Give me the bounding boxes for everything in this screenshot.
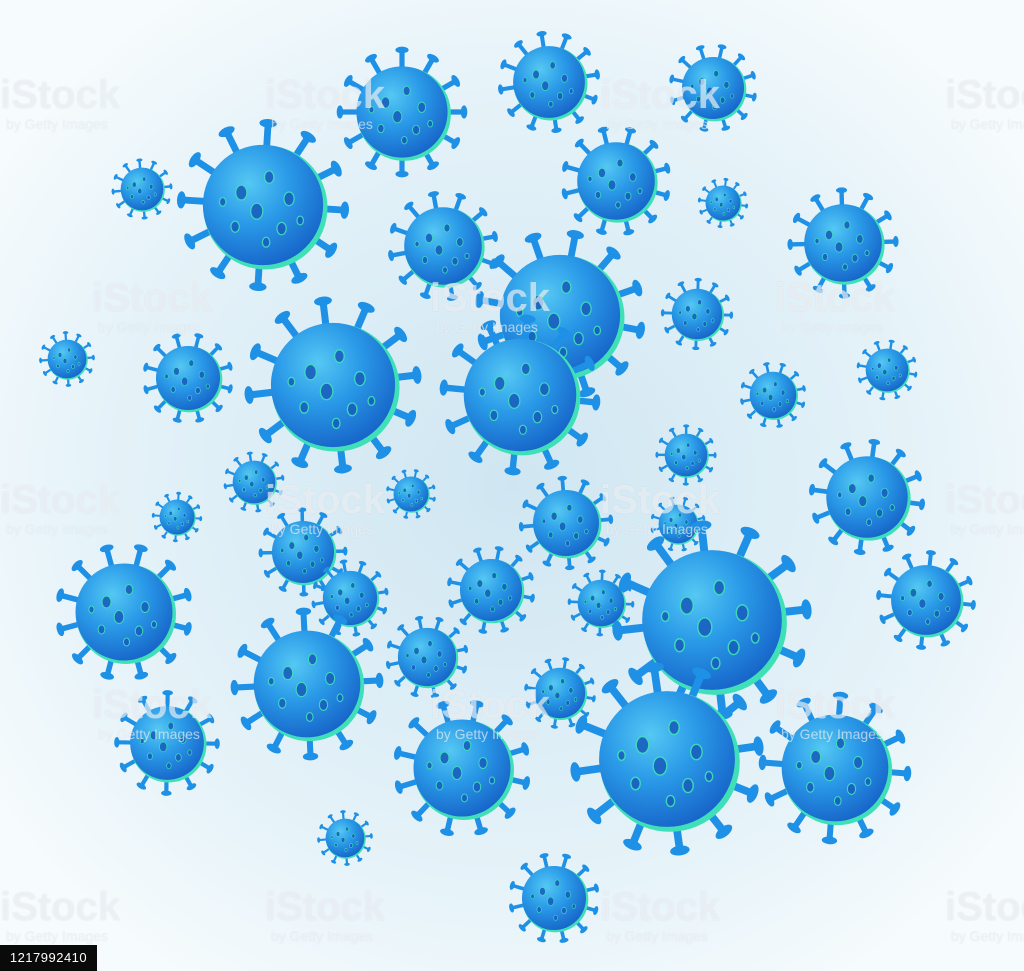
- virus-particle: [524, 657, 596, 729]
- virus-particle: [230, 607, 384, 761]
- virus-particle: [39, 331, 95, 387]
- virus-particle: [740, 362, 806, 428]
- virus-particle: [56, 544, 192, 680]
- image-id-label: 1217992410: [0, 945, 97, 971]
- virus-particle: [336, 46, 468, 178]
- virus-particle: [809, 439, 925, 555]
- virus-particle: [697, 177, 749, 229]
- virus-particle: [393, 699, 531, 837]
- virus-particle: [669, 44, 757, 132]
- virus-particle: [114, 690, 220, 796]
- virus-particle: [388, 191, 498, 301]
- virus-particle: [561, 126, 671, 236]
- virus-particle: [244, 296, 422, 474]
- virus-particle: [509, 853, 599, 943]
- virus-particle: [498, 31, 600, 133]
- virus-particle: [518, 475, 614, 571]
- virus-particle: [176, 118, 350, 292]
- virus-particle: [856, 339, 918, 401]
- virus-particle: [258, 507, 348, 597]
- virus-particle: [758, 691, 912, 845]
- virus-particle: [612, 520, 812, 720]
- virus-particle: [439, 314, 601, 476]
- virus-particle: [385, 615, 469, 699]
- virus-particle: [311, 559, 389, 637]
- virus-particle: [655, 424, 717, 486]
- virus-particle: [570, 662, 764, 856]
- virus-particle: [223, 451, 285, 513]
- virus-particle: [447, 546, 535, 634]
- virus-particle: [111, 158, 173, 220]
- virus-particle: [660, 277, 734, 351]
- virus-particle: [386, 469, 436, 519]
- virus-particle: [650, 496, 706, 552]
- virus-particle: [317, 810, 373, 866]
- virus-particle: [787, 187, 899, 299]
- virus-particle: [143, 333, 233, 423]
- virus-particle: [876, 550, 976, 650]
- virus-particles: [39, 31, 976, 943]
- virus-particle: [151, 491, 203, 543]
